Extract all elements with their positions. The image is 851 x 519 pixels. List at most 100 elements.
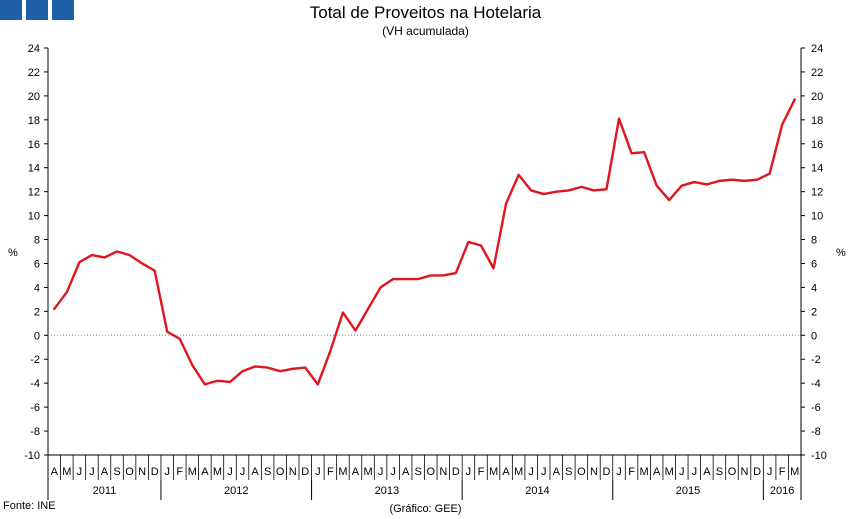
month-tick-label: A bbox=[101, 466, 109, 478]
y-tick-label-left: -2 bbox=[30, 354, 40, 366]
data-point bbox=[342, 311, 344, 314]
month-tick-label: S bbox=[415, 466, 422, 478]
month-tick-label: F bbox=[327, 466, 334, 478]
data-point bbox=[430, 274, 432, 277]
year-label: 2011 bbox=[93, 485, 117, 497]
month-tick-label: D bbox=[452, 466, 460, 478]
data-point bbox=[292, 368, 294, 370]
year-label: 2012 bbox=[224, 485, 248, 497]
y-tick-label-left: 8 bbox=[34, 235, 40, 247]
month-tick-label: A bbox=[402, 466, 410, 478]
data-point bbox=[630, 152, 633, 154]
data-point bbox=[116, 250, 118, 253]
year-label: 2014 bbox=[525, 485, 549, 497]
month-tick-label: M bbox=[640, 466, 649, 478]
data-point bbox=[442, 274, 444, 277]
y-tick-label-right: 20 bbox=[811, 91, 823, 103]
y-axis-label-left: % bbox=[8, 247, 18, 259]
data-point bbox=[141, 262, 143, 265]
y-tick-label-left: -10 bbox=[24, 450, 40, 462]
month-tick-label: A bbox=[251, 466, 259, 478]
y-tick-label-left: 0 bbox=[34, 330, 40, 342]
month-tick-label: J bbox=[227, 466, 233, 478]
chart-title: Total de Proveitos na Hotelaria bbox=[309, 3, 542, 22]
y-tick-label-left: 4 bbox=[34, 282, 40, 294]
y-tick-label-right: 6 bbox=[811, 258, 817, 270]
y-tick-label-right: 8 bbox=[811, 235, 817, 247]
month-tick-label: A bbox=[703, 466, 711, 478]
y-tick-label-left: 12 bbox=[28, 187, 40, 199]
month-tick-label: M bbox=[338, 466, 347, 478]
data-point bbox=[417, 278, 419, 280]
data-point bbox=[706, 183, 708, 186]
month-tick-label: J bbox=[541, 466, 547, 478]
year-label: 2016 bbox=[770, 485, 794, 497]
data-point bbox=[254, 365, 256, 368]
series-line bbox=[53, 98, 796, 386]
data-point bbox=[66, 291, 68, 293]
month-tick-label: O bbox=[125, 466, 134, 478]
data-point bbox=[279, 370, 281, 372]
data-point bbox=[769, 173, 771, 175]
y-tick-label-right: 16 bbox=[811, 139, 823, 151]
logo-block-2 bbox=[26, 0, 48, 20]
data-point bbox=[731, 179, 733, 181]
month-tick-label: D bbox=[151, 466, 159, 478]
month-tick-label: J bbox=[692, 466, 698, 478]
data-point bbox=[367, 308, 369, 310]
year-label: 2015 bbox=[676, 485, 700, 497]
month-tick-label: F bbox=[478, 466, 485, 478]
month-tick-label: F bbox=[628, 466, 635, 478]
month-tick-label: F bbox=[779, 466, 786, 478]
y-tick-label-right: 10 bbox=[811, 211, 823, 223]
month-tick-label: J bbox=[679, 466, 685, 478]
data-point bbox=[392, 278, 394, 280]
data-point bbox=[241, 370, 244, 372]
y-tick-label-left: 6 bbox=[34, 258, 40, 270]
data-point bbox=[179, 338, 181, 340]
month-tick-label: J bbox=[616, 466, 622, 478]
month-tick-label: J bbox=[528, 466, 534, 478]
credit-note: (Gráfico: GEE) bbox=[389, 503, 462, 515]
y-tick-label-left: -8 bbox=[30, 426, 40, 438]
y-tick-label-right: 2 bbox=[811, 306, 817, 318]
month-tick-label: M bbox=[363, 466, 372, 478]
month-tick-label: J bbox=[390, 466, 396, 478]
month-tick-label: N bbox=[138, 466, 146, 478]
y-tick-label-right: 22 bbox=[811, 67, 823, 79]
data-point bbox=[480, 244, 482, 247]
y-tick-label-left: 14 bbox=[28, 163, 40, 175]
month-tick-label: M bbox=[514, 466, 523, 478]
month-tick-label: M bbox=[665, 466, 674, 478]
month-tick-label: A bbox=[51, 466, 59, 478]
month-tick-label: N bbox=[289, 466, 297, 478]
month-tick-label: S bbox=[113, 466, 120, 478]
data-point bbox=[317, 383, 319, 385]
month-tick-label: D bbox=[602, 466, 610, 478]
month-tick-label: O bbox=[577, 466, 586, 478]
source-note: Fonte: INE bbox=[3, 500, 56, 512]
y-tick-label-right: -4 bbox=[811, 378, 821, 390]
month-tick-label: J bbox=[767, 466, 773, 478]
data-point bbox=[329, 350, 331, 352]
data-point bbox=[267, 367, 269, 369]
month-tick-label: S bbox=[264, 466, 271, 478]
data-point bbox=[643, 151, 645, 153]
y-tick-label-right: 24 bbox=[811, 43, 823, 55]
y-tick-label-left: 22 bbox=[28, 67, 40, 79]
data-point bbox=[794, 98, 796, 101]
data-point bbox=[379, 286, 382, 289]
month-tick-label: O bbox=[728, 466, 737, 478]
month-tick-label: J bbox=[315, 466, 321, 478]
y-axis-label-right: % bbox=[836, 247, 846, 259]
data-point bbox=[756, 179, 758, 181]
month-tick-label: J bbox=[240, 466, 246, 478]
month-tick-label: S bbox=[716, 466, 723, 478]
data-point bbox=[681, 185, 683, 187]
data-point bbox=[518, 174, 520, 176]
y-tick-label-left: 10 bbox=[28, 211, 40, 223]
month-tick-label: O bbox=[276, 466, 285, 478]
